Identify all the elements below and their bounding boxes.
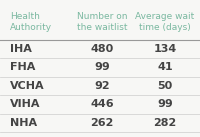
Text: NHA: NHA bbox=[10, 118, 37, 128]
Text: 50: 50 bbox=[157, 81, 173, 91]
Text: 41: 41 bbox=[157, 62, 173, 72]
Text: 282: 282 bbox=[153, 118, 177, 128]
Text: 480: 480 bbox=[90, 44, 114, 54]
Text: VCHA: VCHA bbox=[10, 81, 45, 91]
Text: 134: 134 bbox=[153, 44, 177, 54]
Text: 92: 92 bbox=[94, 81, 110, 91]
Text: Number on
the waitlist: Number on the waitlist bbox=[77, 12, 127, 32]
Text: 262: 262 bbox=[90, 118, 114, 128]
Text: FHA: FHA bbox=[10, 62, 35, 72]
Text: VIHA: VIHA bbox=[10, 99, 40, 109]
Text: Average wait
time (days): Average wait time (days) bbox=[135, 12, 195, 32]
Text: 446: 446 bbox=[90, 99, 114, 109]
Text: IHA: IHA bbox=[10, 44, 32, 54]
Text: Health
Authority: Health Authority bbox=[10, 12, 52, 32]
Text: 99: 99 bbox=[94, 62, 110, 72]
Text: 99: 99 bbox=[157, 99, 173, 109]
